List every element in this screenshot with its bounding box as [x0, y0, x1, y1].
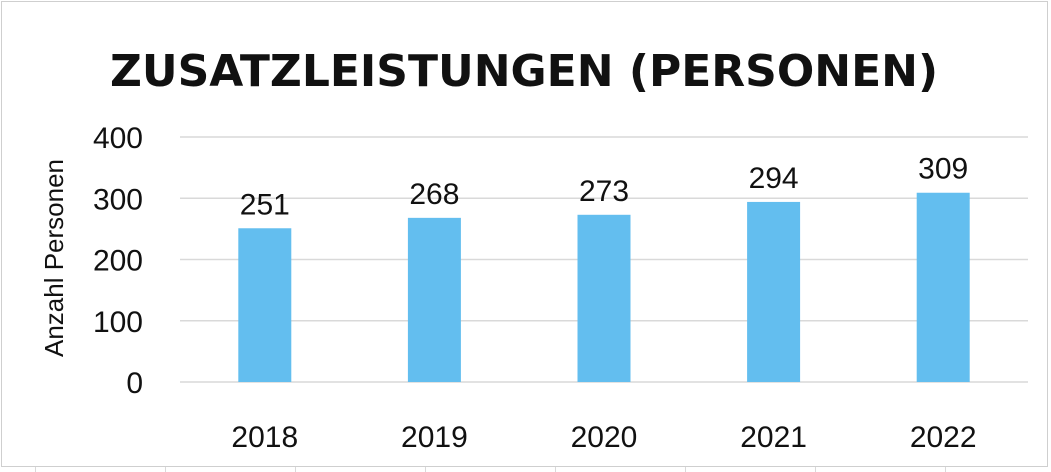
y-tick-label: 100 — [93, 306, 143, 339]
bar-2020 — [577, 214, 631, 382]
y-tick-label: 400 — [93, 122, 143, 155]
x-tick-label-2021: 2021 — [740, 421, 807, 454]
x-tick-label-2020: 2020 — [571, 421, 638, 454]
y-tick-label: 0 — [126, 367, 143, 400]
strip-tick — [685, 467, 686, 472]
bottom-strip — [0, 467, 1051, 472]
bar-2018 — [238, 228, 292, 382]
x-tick-label-2018: 2018 — [231, 421, 298, 454]
data-label-2019: 268 — [409, 178, 459, 211]
strip-tick — [425, 467, 426, 472]
chart-title: ZUSATZLEISTUNGEN (PERSONEN) — [110, 46, 938, 97]
data-label-2022: 309 — [918, 153, 968, 186]
x-tick-label-2022: 2022 — [910, 421, 977, 454]
bar-2019 — [407, 217, 461, 382]
strip-tick — [35, 467, 36, 472]
y-tick-layer: 0 100 200 300 400 — [93, 122, 143, 400]
strip-tick — [295, 467, 296, 472]
y-tick-label: 200 — [93, 245, 143, 278]
strip-tick — [555, 467, 556, 472]
data-label-2020: 273 — [579, 175, 629, 208]
data-label-2021: 294 — [749, 162, 799, 195]
y-axis-label: Anzahl Personen — [39, 159, 69, 357]
bar-layer — [238, 192, 970, 382]
bar-2021 — [747, 201, 801, 382]
data-label-2018: 251 — [240, 188, 290, 221]
bar-2022 — [916, 192, 970, 382]
x-tick-layer: 2018 2019 2020 2021 2022 — [231, 421, 976, 454]
strip-tick — [165, 467, 166, 472]
data-label-layer: 251 268 273 294 309 — [240, 153, 968, 222]
y-tick-label: 300 — [93, 183, 143, 216]
strip-tick — [815, 467, 816, 472]
x-tick-label-2019: 2019 — [401, 421, 468, 454]
strip-tick — [945, 467, 946, 472]
